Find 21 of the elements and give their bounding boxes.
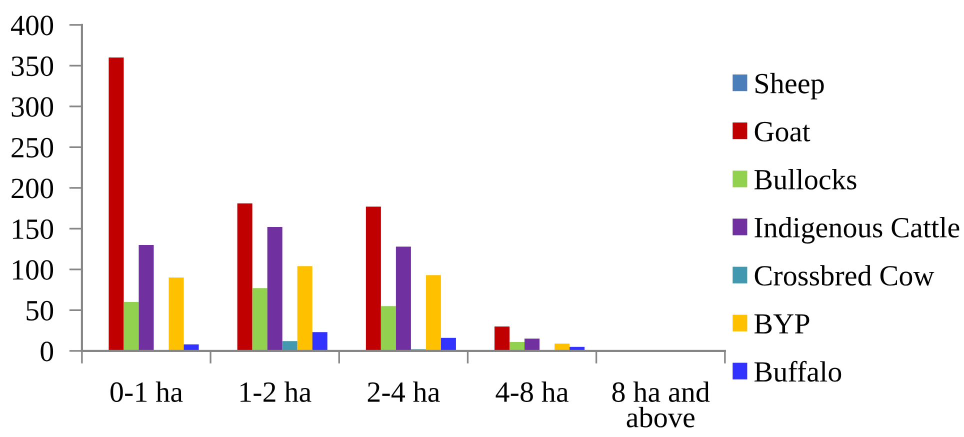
legend-label: Indigenous Cattle — [754, 217, 960, 244]
legend-label: Goat — [754, 122, 810, 142]
legend-label: Crossbred Cow — [754, 265, 934, 286]
y-tick-label: 50 — [26, 300, 54, 321]
y-tick-label: 150 — [12, 219, 54, 240]
x-tick-label: 1-2 ha — [240, 381, 312, 402]
y-tick-label: 100 — [12, 260, 54, 280]
y-tick-label: 250 — [12, 138, 54, 158]
x-tick-label: 8 ha and above — [612, 381, 710, 428]
y-tick-label: 350 — [12, 56, 54, 76]
legend-label: Sheep — [756, 72, 824, 100]
x-tick-label: 2-4 ha — [368, 381, 440, 402]
legend-label: BYP — [754, 314, 810, 334]
x-tick-label: 4-8 ha — [496, 381, 568, 402]
y-tick-label: 400 — [10, 16, 54, 36]
y-tick-label: 200 — [12, 178, 54, 198]
y-tick-label: 300 — [12, 97, 54, 117]
legend-label: Bullocks — [754, 169, 856, 190]
x-tick-label: 0-1 ha — [110, 381, 183, 402]
legend-label: Buffalo — [754, 360, 842, 382]
y-tick-label: 0 — [40, 342, 54, 362]
